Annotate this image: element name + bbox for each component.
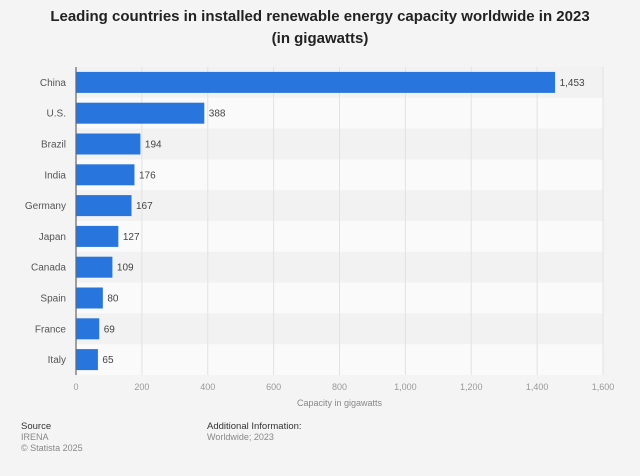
- data-label: 1,453: [560, 78, 585, 89]
- bar: [76, 225, 119, 247]
- bar: [76, 71, 556, 93]
- additional-info-text: Worldwide; 2023: [207, 432, 274, 442]
- x-tick-label: 0: [73, 382, 78, 392]
- bar: [76, 287, 103, 309]
- source-heading: Source: [21, 421, 52, 432]
- data-label: 109: [117, 263, 134, 274]
- category-label: Spain: [40, 294, 66, 305]
- x-tick-label: 1,600: [592, 382, 615, 392]
- data-label: 194: [145, 140, 162, 151]
- bar: [76, 256, 113, 278]
- source-text[interactable]: IRENA: [21, 432, 49, 442]
- category-label: Canada: [31, 263, 66, 274]
- x-tick-label: 800: [332, 382, 347, 392]
- x-tick-label: 400: [200, 382, 215, 392]
- bar: [76, 164, 135, 186]
- x-tick-label: 1,200: [460, 382, 483, 392]
- data-label: 65: [102, 355, 114, 366]
- data-label: 127: [123, 232, 140, 243]
- bar: [76, 133, 141, 155]
- category-label: Brazil: [41, 140, 66, 151]
- category-label: Italy: [48, 355, 66, 366]
- bar: [76, 195, 132, 217]
- x-tick-label: 200: [134, 382, 149, 392]
- category-label: Germany: [25, 201, 66, 212]
- category-label: China: [40, 78, 67, 89]
- additional-info-block: Additional Information: Worldwide; 2023: [207, 421, 302, 443]
- x-tick-label: 1,000: [394, 382, 417, 392]
- bar: [76, 349, 98, 371]
- x-tick-label: 1,400: [526, 382, 549, 392]
- category-label: India: [44, 170, 66, 181]
- data-label: 176: [139, 170, 156, 181]
- x-axis-title: Capacity in gigawatts: [297, 398, 383, 408]
- category-label: France: [35, 324, 67, 335]
- copyright: © Statista 2025: [21, 443, 83, 453]
- bar: [76, 102, 205, 124]
- data-label: 388: [209, 109, 226, 120]
- chart-title: Leading countries in installed renewable…: [50, 8, 590, 47]
- category-label: Japan: [39, 232, 66, 243]
- x-tick-label: 600: [266, 382, 281, 392]
- data-label: 69: [104, 324, 116, 335]
- source-block: Source IRENA © Statista 2025: [21, 421, 83, 454]
- bar: [76, 318, 100, 340]
- additional-info-heading: Additional Information:: [207, 421, 302, 432]
- category-label: U.S.: [47, 109, 66, 120]
- data-label: 80: [107, 294, 119, 305]
- data-label: 167: [136, 201, 153, 212]
